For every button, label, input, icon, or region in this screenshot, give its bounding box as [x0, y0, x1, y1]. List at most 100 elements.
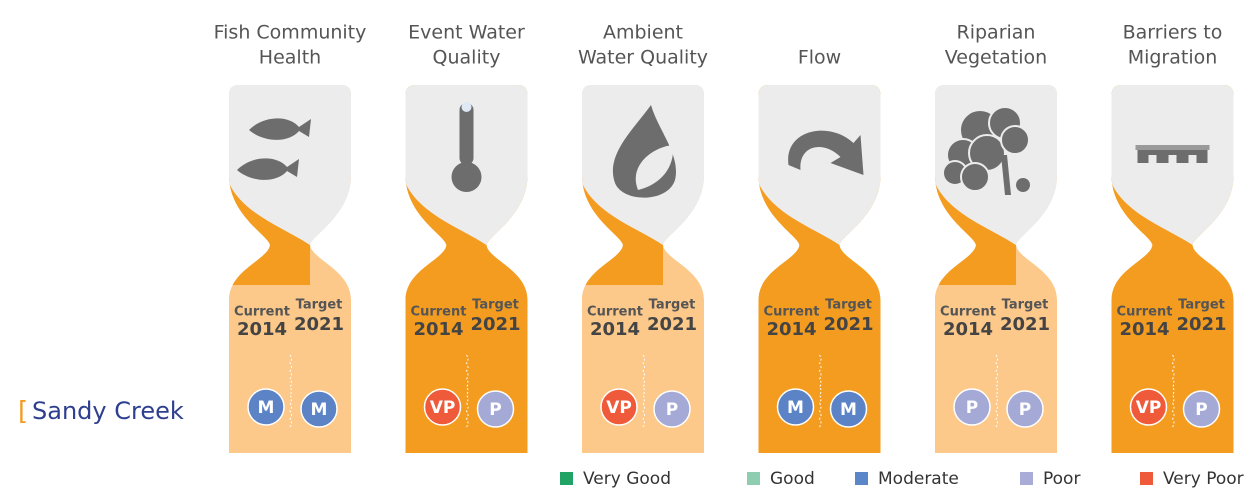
period-label: Target: [649, 298, 696, 313]
rating-badge: [1006, 390, 1044, 428]
rating-label: VP: [1136, 398, 1162, 418]
icon: [1168, 155, 1177, 163]
divider: [818, 354, 822, 428]
divider: [1171, 354, 1175, 428]
period-year: 2014: [413, 319, 463, 340]
icon: [451, 162, 482, 192]
rating-label: P: [1019, 400, 1031, 420]
icon: [1148, 155, 1157, 163]
rating-label: M: [258, 398, 275, 418]
hourglass: [1111, 85, 1234, 453]
rating-label: P: [1195, 400, 1207, 420]
rating-badge: [1182, 390, 1221, 428]
icon: [788, 130, 864, 175]
hourglass: [582, 85, 704, 453]
hourglass: [229, 85, 351, 453]
top-gray: [229, 85, 351, 245]
legend-label: Moderate: [878, 469, 959, 489]
legend-label: Good: [770, 469, 815, 489]
divider: [289, 354, 292, 428]
rating-badge: [247, 388, 285, 426]
column-title: Vegetation: [945, 47, 1047, 69]
hourglass: [935, 85, 1057, 453]
icon-group: [237, 118, 311, 180]
column-title: Migration: [1128, 47, 1218, 69]
period-label: Target: [296, 298, 343, 313]
period-label: Target: [1002, 298, 1049, 313]
icon-group: [788, 130, 864, 175]
period-year: 2014: [766, 319, 816, 340]
rating-label: VP: [606, 398, 632, 418]
period-label: Target: [825, 298, 872, 313]
icon: [237, 158, 299, 180]
column-title: Quality: [433, 47, 501, 69]
period-label: Current: [234, 305, 290, 320]
rating-label: M: [311, 400, 328, 420]
rating-label: VP: [430, 398, 456, 418]
icon: [459, 103, 474, 165]
rating-badge: [300, 390, 338, 428]
legend-swatch: [1140, 472, 1153, 485]
period-year: 2014: [237, 319, 287, 340]
column-title: Riparian: [957, 22, 1036, 44]
icon: [635, 145, 674, 190]
rating-label: P: [666, 400, 678, 420]
icon-group: [451, 102, 482, 192]
icon-group: [942, 106, 1030, 195]
divider: [465, 354, 469, 428]
column-title: Event Water: [408, 22, 525, 44]
column-title: Fish Community: [214, 22, 367, 44]
column-title: Flow: [798, 47, 841, 69]
period-label: Current: [764, 305, 820, 320]
period-label: Current: [940, 305, 996, 320]
legend-label: Poor: [1043, 469, 1080, 489]
period-year: 2014: [943, 319, 993, 340]
legend-swatch: [560, 472, 573, 485]
rating-label: M: [787, 398, 804, 418]
rating-badge: [476, 390, 515, 428]
hourglass: [405, 85, 528, 453]
legend-swatch: [855, 472, 868, 485]
rating-label: P: [966, 398, 978, 418]
legend-label: Very Poor: [1163, 469, 1244, 489]
column-title: Ambient: [603, 22, 683, 44]
period-year: 2021: [294, 314, 344, 335]
period-year: 2021: [470, 314, 520, 335]
legend-swatch: [747, 472, 760, 485]
column-title: Barriers to: [1123, 22, 1223, 44]
icon-group: [612, 105, 676, 198]
rating-badge: [829, 390, 868, 428]
period-label: Target: [1178, 298, 1225, 313]
rating-badge: [1129, 388, 1168, 426]
period-label: Current: [587, 305, 643, 320]
icon: [249, 118, 311, 140]
icon: [1188, 155, 1197, 163]
icon: [461, 102, 472, 112]
column-title: Water Quality: [578, 47, 708, 69]
period-year: 2021: [1000, 314, 1050, 335]
hourglass: [758, 85, 881, 453]
place-name: Sandy Creek: [32, 397, 184, 425]
rating-badge: [953, 388, 991, 426]
icon: [1000, 125, 1030, 155]
icon: [960, 162, 990, 192]
period-year: 2021: [823, 314, 873, 335]
legend-label: Very Good: [583, 469, 671, 489]
period-label: Target: [472, 298, 519, 313]
rating-badge: [600, 388, 638, 426]
icon-group: [1135, 145, 1210, 163]
period-year: 2014: [1119, 319, 1169, 340]
top-gray: [758, 85, 881, 245]
rating-badge: [653, 390, 691, 428]
icon: [1135, 145, 1210, 150]
icon: [1001, 155, 1011, 195]
period-label: Current: [411, 305, 467, 320]
period-year: 2014: [590, 319, 640, 340]
divider: [642, 354, 645, 428]
icon: [1016, 178, 1030, 192]
rating-badge: [423, 388, 462, 426]
rating-badge: [776, 388, 815, 426]
divider: [995, 354, 998, 428]
period-year: 2021: [647, 314, 697, 335]
